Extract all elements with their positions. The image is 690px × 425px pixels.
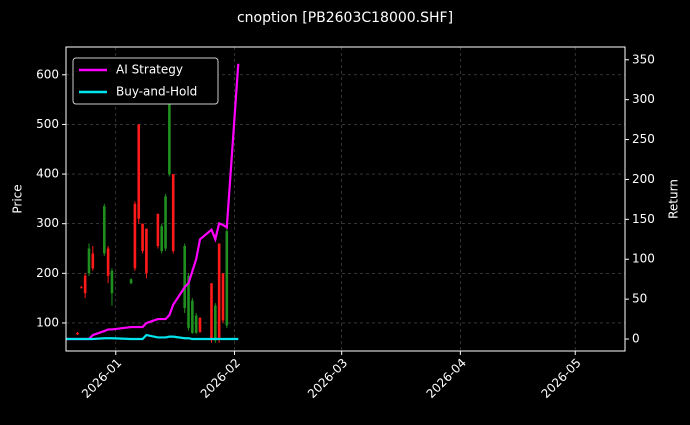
candle-body (225, 231, 229, 326)
candle-body (102, 206, 106, 254)
plot-frame (65, 46, 626, 352)
y-tick-label: 500 (36, 117, 59, 131)
y2-tick-label: 300 (632, 92, 655, 106)
candle-body (217, 243, 221, 338)
candle-body (171, 174, 175, 251)
return-line (66, 63, 240, 341)
candle-body (133, 203, 137, 269)
candle-body (106, 248, 110, 276)
candle-body (80, 287, 83, 289)
y2-tick-label: 150 (632, 212, 655, 226)
y2-tick-label: 250 (632, 132, 655, 146)
candle-body (168, 87, 171, 175)
candle-body (194, 315, 198, 333)
candle-body (187, 275, 190, 328)
candle-body (214, 305, 217, 341)
candle-body (83, 275, 87, 294)
candle-body (156, 213, 160, 247)
candle-body (191, 300, 194, 333)
candle-body (183, 246, 186, 309)
candle-body (221, 273, 225, 321)
candle-body (110, 270, 114, 294)
candle-body (137, 124, 141, 219)
candle-body (160, 226, 164, 251)
y2-tick-label: 350 (632, 52, 655, 66)
legend-label: Buy-and-Hold (116, 85, 197, 99)
y-tick-label: 300 (36, 216, 59, 230)
y-tick-label: 200 (36, 266, 59, 280)
candle-body (198, 317, 202, 332)
candle-body (129, 279, 133, 284)
candle-body (141, 223, 144, 251)
candle-body (76, 332, 79, 335)
y2-tick-label: 0 (632, 332, 640, 346)
candle-body (164, 196, 167, 249)
y2-tick-label: 100 (632, 252, 655, 266)
candle-body (145, 228, 148, 274)
y2-tick-label: 50 (632, 292, 647, 306)
candle-body (91, 253, 95, 269)
return-line (66, 333, 239, 341)
y-tick-label: 100 (36, 315, 59, 329)
y2-axis-label: Return (667, 179, 681, 219)
candle-body (210, 283, 213, 341)
y-axis-label: Price (11, 184, 25, 213)
y2-tick-label: 200 (632, 172, 655, 186)
chart-title: cnoption [PB2603C18000.SHF] (237, 10, 453, 26)
y-tick-label: 600 (36, 67, 59, 81)
legend-label: AI Strategy (116, 63, 183, 77)
legend-box (72, 57, 219, 105)
candle-body (87, 248, 91, 274)
y-tick-label: 400 (36, 167, 59, 181)
